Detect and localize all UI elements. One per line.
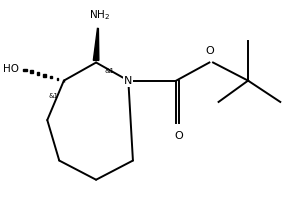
- Text: O: O: [174, 131, 183, 141]
- Polygon shape: [93, 28, 99, 60]
- Polygon shape: [43, 74, 46, 77]
- Text: HO: HO: [3, 64, 19, 74]
- Polygon shape: [50, 76, 52, 78]
- Polygon shape: [57, 78, 58, 80]
- Polygon shape: [23, 69, 27, 71]
- Text: N: N: [124, 76, 133, 86]
- Polygon shape: [30, 70, 33, 73]
- Text: O: O: [205, 46, 214, 56]
- Text: NH$_2$: NH$_2$: [89, 8, 110, 22]
- Polygon shape: [37, 72, 40, 75]
- Text: &1: &1: [104, 68, 114, 74]
- Text: &1: &1: [48, 93, 58, 99]
